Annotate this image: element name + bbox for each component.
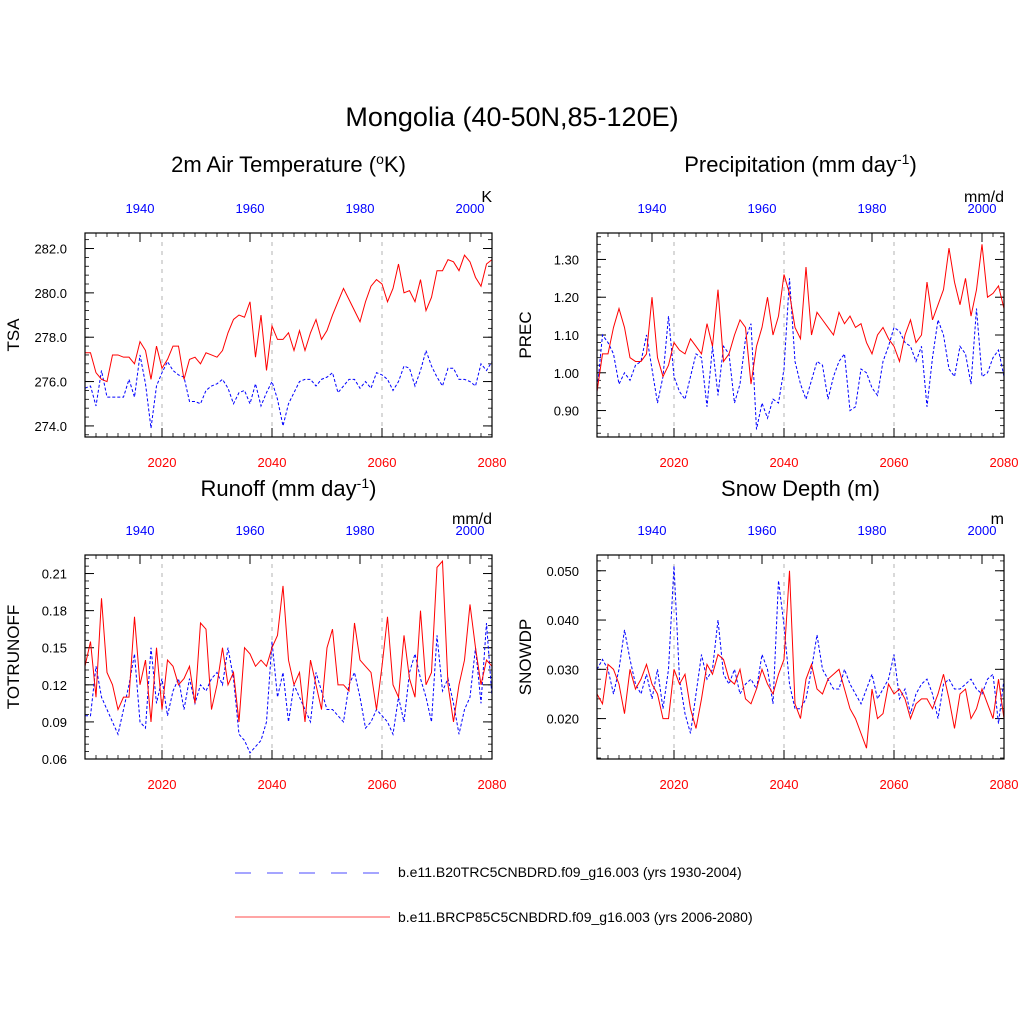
x-tick-label-bottom: 2060 [368, 777, 397, 792]
plot-frame [84, 554, 493, 760]
x-tick-label-bottom: 2040 [770, 455, 799, 470]
x-tick-label-bottom: 2080 [990, 455, 1019, 470]
y-tick-label: 0.06 [42, 752, 67, 767]
y-tick-label: 276.0 [34, 375, 67, 390]
series-line-historical [85, 622, 492, 754]
x-tick-label-top: 1940 [638, 523, 667, 538]
x-tick-label-bottom: 2080 [478, 455, 507, 470]
y-tick-label: 0.21 [42, 567, 67, 582]
x-tick-label-top: 2000 [968, 201, 997, 216]
y-tick-label: 274.0 [34, 419, 67, 434]
y-tick-label: 0.050 [546, 564, 579, 579]
panel-title-superscript: -1 [357, 475, 370, 491]
units-label: mm/d [452, 511, 492, 528]
y-tick-label: 0.12 [42, 678, 67, 693]
x-tick-label-bottom: 2040 [770, 777, 799, 792]
panel-title-superscript: -1 [897, 151, 910, 167]
x-tick-label-bottom: 2040 [258, 777, 287, 792]
x-tick-label-top: 1940 [126, 201, 155, 216]
y-tick-label: 0.020 [546, 712, 579, 727]
x-tick-label-top: 1980 [346, 201, 375, 216]
series-line-future [597, 570, 1004, 749]
panel-title-superscript: o [376, 151, 384, 167]
y-tick-label: 1.00 [554, 366, 579, 381]
x-tick-label-bottom: 2060 [880, 455, 909, 470]
panel-title-main: Snow Depth (m) [721, 476, 880, 501]
y-tick-label: 280.0 [34, 286, 67, 301]
panel-title: Runoff (mm day-1) [201, 475, 377, 501]
panel-title-tail: ) [909, 152, 916, 177]
y-axis-label: SNOWDP [516, 619, 535, 696]
units-label: K [481, 189, 492, 206]
x-tick-label-top: 1960 [748, 201, 777, 216]
x-tick-label-top: 2000 [968, 523, 997, 538]
y-tick-label: 278.0 [34, 330, 67, 345]
panel-title: Snow Depth (m) [721, 476, 880, 501]
y-tick-label: 1.30 [554, 252, 579, 267]
y-tick-label: 1.20 [554, 290, 579, 305]
series-line-future [85, 559, 492, 722]
units-label: mm/d [964, 189, 1004, 206]
y-tick-label: 0.09 [42, 715, 67, 730]
series-line-future [597, 244, 1004, 392]
panel-title-main: Runoff (mm day [201, 476, 357, 501]
legend-future-label: b.e11.BRCP85C5CNBDRD.f09_g16.003 (yrs 20… [398, 909, 753, 925]
series-line-future [85, 254, 492, 383]
main-title: Mongolia (40-50N,85-120E) [345, 102, 678, 132]
x-tick-label-bottom: 2040 [258, 455, 287, 470]
y-tick-label: 0.040 [546, 613, 579, 628]
panel-runoff: Runoff (mm day-1) mm/d TOTRUNOFF 2020 2040 20… [4, 475, 507, 792]
plot-frame [84, 232, 493, 438]
x-tick-label-bottom: 2080 [478, 777, 507, 792]
x-tick-label-top: 1960 [748, 523, 777, 538]
legend-hist-label: b.e11.B20TRC5CNBDRD.f09_g16.003 (yrs 193… [398, 864, 742, 880]
x-tick-label-bottom: 2020 [660, 455, 689, 470]
y-axis-label: TOTRUNOFF [4, 605, 23, 710]
x-tick-label-top: 1980 [858, 201, 887, 216]
panel-prec: Precipitation (mm day-1) mm/d PREC 2020 2040… [516, 151, 1019, 470]
x-tick-label-bottom: 2020 [660, 777, 689, 792]
panel-snowdp: Snow Depth (m) m SNOWDP 2020 2040 2060 2080 194… [516, 476, 1019, 792]
panel-title-tail: K) [384, 152, 406, 177]
panels: 2m Air Temperature (oK) K TSA 2020 2040 2060 2… [4, 151, 1019, 792]
series-line-historical [597, 278, 1004, 430]
y-tick-label: 0.15 [42, 641, 67, 656]
x-tick-label-bottom: 2080 [990, 777, 1019, 792]
plot-frame [596, 232, 1005, 438]
y-axis-label: PREC [516, 311, 535, 358]
panel-tsa: 2m Air Temperature (oK) K TSA 2020 2040 2060 2… [4, 151, 507, 470]
legend: b.e11.B20TRC5CNBDRD.f09_g16.003 (yrs 193… [235, 864, 753, 925]
series-line-historical [85, 348, 492, 429]
panel-title-main: Precipitation (mm day [684, 152, 897, 177]
x-tick-label-top: 1980 [858, 523, 887, 538]
panel-title: Precipitation (mm day-1) [684, 151, 917, 177]
x-tick-label-bottom: 2020 [148, 777, 177, 792]
y-tick-label: 0.90 [554, 404, 579, 419]
x-tick-label-top: 1940 [126, 523, 155, 538]
panel-title-tail: ) [369, 476, 376, 501]
x-tick-label-top: 1940 [638, 201, 667, 216]
y-tick-label: 282.0 [34, 242, 67, 257]
y-tick-label: 0.18 [42, 604, 67, 619]
x-tick-label-top: 1960 [236, 201, 265, 216]
x-tick-label-bottom: 2020 [148, 455, 177, 470]
plot-frame [596, 554, 1005, 760]
panel-title-main: 2m Air Temperature ( [171, 152, 377, 177]
y-axis-label: TSA [4, 318, 23, 352]
x-tick-label-top: 2000 [456, 523, 485, 538]
y-tick-label: 1.10 [554, 328, 579, 343]
x-tick-label-bottom: 2060 [368, 455, 397, 470]
x-tick-label-top: 1980 [346, 523, 375, 538]
x-tick-label-top: 2000 [456, 201, 485, 216]
x-tick-label-top: 1960 [236, 523, 265, 538]
panel-title: 2m Air Temperature (oK) [171, 151, 406, 177]
x-tick-label-bottom: 2060 [880, 777, 909, 792]
units-label: m [991, 511, 1004, 528]
y-tick-label: 0.030 [546, 662, 579, 677]
